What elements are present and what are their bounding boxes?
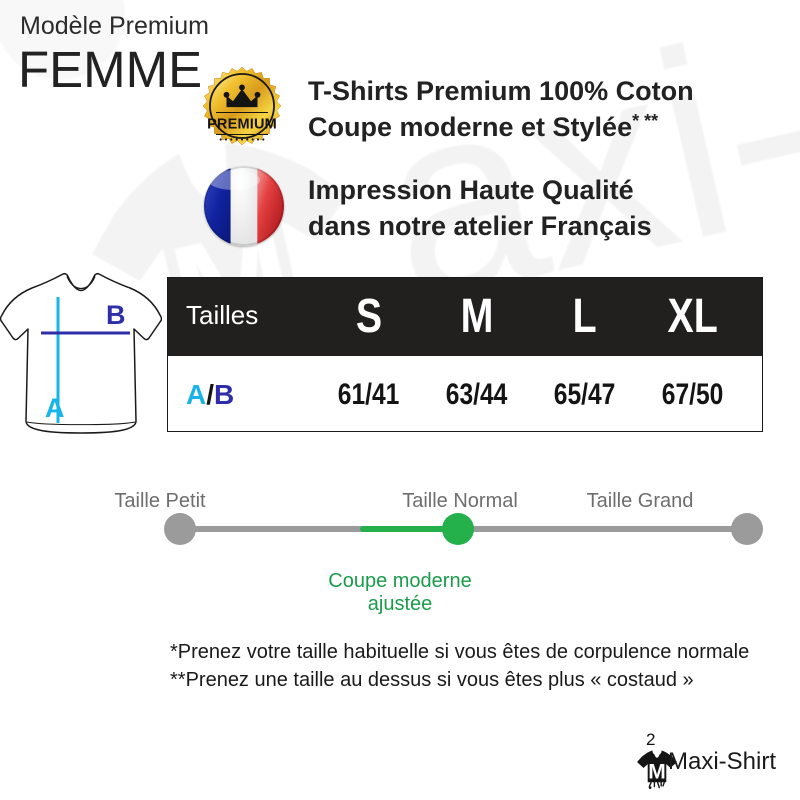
svg-text:PREMIUM: PREMIUM [207, 117, 277, 133]
svg-text:B: B [106, 300, 126, 330]
svg-text:2: 2 [646, 730, 655, 749]
svg-text:M: M [648, 761, 666, 784]
svg-text:A: A [45, 393, 65, 423]
